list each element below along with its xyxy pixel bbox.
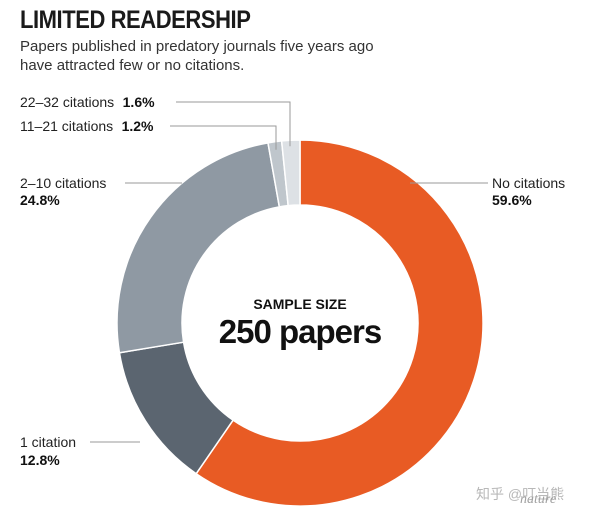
slice-22-32-citations bbox=[280, 139, 301, 207]
label-22-32-citations: 22–32 citations bbox=[20, 94, 114, 110]
value-no-citations: 59.6% bbox=[492, 192, 532, 208]
leader-22-32-citations bbox=[176, 101, 291, 147]
value-11-21-citations: 1.2% bbox=[122, 118, 154, 134]
label-no-citations: No citations bbox=[492, 175, 565, 191]
slice-2-10-citations bbox=[116, 141, 281, 354]
label-11-21-citations-line: 11–21 citations 1.2% bbox=[20, 118, 154, 135]
center-sample-size-label: SAMPLE SIZE bbox=[253, 296, 346, 312]
center-sample-size-value: 250 papers bbox=[219, 313, 381, 350]
value-1-citation: 12.8% bbox=[20, 452, 60, 468]
chart-title: LIMITED READERSHIP bbox=[20, 6, 251, 34]
slice-no-citations bbox=[195, 139, 484, 507]
chart-subtitle: Papers published in predatory journals f… bbox=[20, 38, 374, 74]
label-1-citation: 1 citation bbox=[20, 434, 76, 450]
label-22-32-citations-line: 22–32 citations 1.6% bbox=[20, 94, 155, 111]
donut-slices bbox=[116, 139, 484, 507]
brand-logo: nature bbox=[520, 492, 557, 507]
value-22-32-citations: 1.6% bbox=[123, 94, 155, 110]
leader-11-21-citations bbox=[170, 125, 277, 150]
label-11-21-citations: 11–21 citations bbox=[20, 118, 113, 134]
watermark-credit: 知乎 @叮当熊 bbox=[476, 486, 565, 502]
leader-lines bbox=[90, 101, 488, 443]
label-2-10-citations: 2–10 citations bbox=[20, 175, 106, 191]
value-2-10-citations: 24.8% bbox=[20, 192, 60, 208]
